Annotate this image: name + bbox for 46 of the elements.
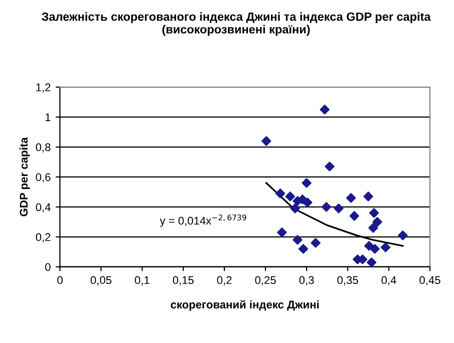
point: [321, 202, 332, 212]
point: [298, 244, 308, 254]
y-tick-label: 1: [46, 113, 50, 122]
point: [302, 178, 312, 188]
y-axis-title: GDP per capita: [20, 137, 30, 216]
point: [380, 242, 390, 252]
point: [369, 208, 379, 218]
x-tick-label: 0,25: [255, 276, 276, 286]
y-tick-label: 0,8: [36, 143, 50, 152]
x-tick-label: 0,35: [337, 276, 358, 286]
x-tick-label: 0,05: [90, 276, 112, 286]
x-tick-label: 0: [57, 276, 63, 284]
point: [368, 223, 378, 233]
point: [363, 192, 374, 202]
point: [261, 136, 272, 146]
point: [364, 241, 374, 251]
point: [310, 238, 321, 248]
point: [285, 192, 296, 202]
point: [370, 244, 380, 254]
chart-title: Залежність скорегованого індекса Джині та індекса GDP per capita (високорозвинені країни): [42, 12, 431, 36]
point: [398, 230, 408, 240]
y-tick-label: 0,2: [36, 233, 50, 242]
x-tick-label: 0,45: [420, 276, 440, 286]
y-tick-label: 0,4: [36, 203, 51, 212]
annotation: y = 0,014x$^{−2,6739}$: [160, 214, 246, 227]
y-tick-label: 0: [45, 263, 50, 271]
point: [275, 188, 286, 198]
point: [366, 258, 376, 267]
point: [349, 211, 360, 221]
point: [320, 104, 330, 114]
point: [292, 235, 302, 245]
point: [334, 204, 344, 214]
point: [302, 198, 312, 208]
x-axis-title: скорегований індекс Джині: [170, 300, 319, 311]
point: [372, 217, 382, 227]
x-tick-label: 0,15: [172, 276, 194, 286]
point: [277, 228, 287, 238]
point: [324, 162, 334, 172]
y-tick-label: 1,2: [36, 83, 50, 93]
y-tick-label: 0,6: [36, 173, 50, 182]
point: [290, 204, 300, 214]
x-tick-label: 0,4: [382, 276, 396, 286]
x-tick-label: 0,2: [217, 276, 232, 286]
x-tick-label: 0,3: [299, 276, 314, 286]
point: [346, 193, 356, 203]
x-tick-label: 0,1: [134, 276, 150, 286]
